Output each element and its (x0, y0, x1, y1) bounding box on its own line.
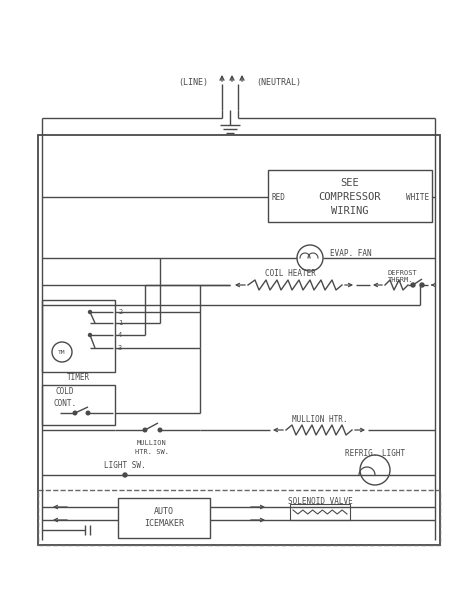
Text: DEFROST: DEFROST (388, 270, 418, 276)
Text: WIRING: WIRING (331, 206, 369, 216)
Text: CONT.: CONT. (54, 400, 77, 408)
Text: AUTO: AUTO (154, 507, 174, 516)
Text: COMPRESSOR: COMPRESSOR (319, 192, 381, 202)
Text: THERM.: THERM. (388, 277, 413, 283)
Text: TIMER: TIMER (66, 373, 90, 383)
Bar (38, 490, 440, 545)
Text: SOLENOID VALVE: SOLENOID VALVE (288, 497, 352, 505)
Text: (LINE): (LINE) (178, 77, 208, 87)
Circle shape (123, 473, 127, 477)
Bar (42, 300, 115, 372)
Circle shape (158, 428, 162, 432)
Text: SEE: SEE (341, 178, 359, 188)
Text: COLD: COLD (56, 387, 74, 397)
Circle shape (73, 411, 77, 415)
Bar (38, 135, 440, 545)
Text: RED: RED (272, 193, 286, 201)
Circle shape (411, 283, 415, 287)
Text: 4: 4 (118, 332, 122, 338)
Bar (42, 385, 115, 425)
Text: MULLION: MULLION (137, 440, 167, 446)
Text: 3: 3 (118, 345, 122, 351)
Text: ICEMAKER: ICEMAKER (144, 518, 184, 527)
Text: MULLION HTR.: MULLION HTR. (292, 416, 348, 424)
Circle shape (143, 428, 147, 432)
Circle shape (86, 411, 90, 415)
Circle shape (89, 333, 91, 336)
Text: (NEUTRAL): (NEUTRAL) (256, 77, 301, 87)
Circle shape (420, 283, 424, 287)
Circle shape (89, 311, 91, 314)
Text: COIL HEATER: COIL HEATER (264, 268, 315, 278)
Bar (268, 170, 432, 222)
Text: TM: TM (58, 349, 66, 354)
Text: WHITE: WHITE (406, 193, 429, 201)
Text: EVAP. FAN: EVAP. FAN (330, 249, 372, 257)
Text: HTR. SW.: HTR. SW. (135, 449, 169, 455)
Bar (290, 504, 350, 520)
Text: 1: 1 (118, 320, 122, 326)
Text: LIGHT SW.: LIGHT SW. (104, 460, 146, 470)
Text: 2: 2 (118, 309, 122, 315)
Text: REFRIG. LIGHT: REFRIG. LIGHT (345, 448, 405, 457)
Bar (118, 498, 210, 538)
